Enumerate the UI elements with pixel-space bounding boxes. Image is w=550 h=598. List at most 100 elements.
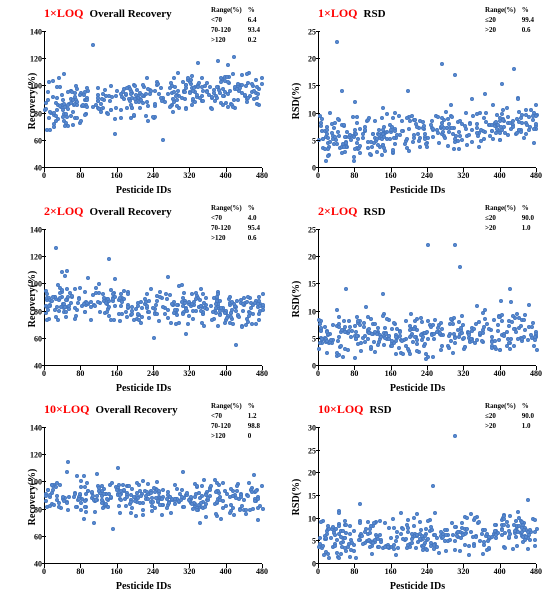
data-point [472,544,476,548]
data-point [405,523,409,527]
data-point [102,492,106,496]
data-point [458,549,462,553]
y-tick [316,85,320,86]
data-point [393,142,397,146]
data-point [344,141,348,145]
data-point [481,311,485,315]
data-point [236,98,240,102]
data-point [198,496,202,500]
data-point [401,527,405,531]
range-cell: 4.0 [246,214,262,222]
data-point [73,287,77,291]
data-point [50,299,54,303]
data-point [360,534,364,538]
data-point [406,89,410,93]
data-point [60,270,64,274]
data-point [118,511,122,515]
data-point [451,322,455,326]
data-point [146,119,150,123]
data-point [97,291,101,295]
data-point [253,301,257,305]
y-tick [316,518,320,519]
data-point [392,321,396,325]
data-point [412,327,416,331]
data-point [212,91,216,95]
data-point [450,126,454,130]
data-point [533,335,537,339]
data-point [376,326,380,330]
data-point [158,503,162,507]
data-point [191,309,195,313]
y-tick [42,311,46,312]
data-point [376,143,380,147]
data-point [257,318,261,322]
y-tick-label: 80 [28,109,42,118]
y-tick-label: 25 [302,226,316,235]
x-tick-label: 240 [147,369,159,378]
data-point [231,506,235,510]
data-point [382,343,386,347]
data-point [460,521,464,525]
y-tick-label: 10 [302,307,316,316]
data-point [501,108,505,112]
y-tick-label: 5 [302,537,316,546]
data-point [217,483,221,487]
data-point [83,290,87,294]
data-point [73,306,77,310]
data-point [485,532,489,536]
data-point [502,517,506,521]
data-point [154,303,158,307]
data-point [125,106,129,110]
data-point [184,332,188,336]
data-point [231,72,235,76]
data-point [134,93,138,97]
data-point [426,319,430,323]
data-point [171,97,175,101]
data-point [254,489,258,493]
x-tick-label: 0 [316,171,320,180]
data-point [128,87,132,91]
data-point [485,548,489,552]
data-point [177,284,181,288]
data-point [219,517,223,521]
data-point [47,80,51,84]
data-point [81,103,85,107]
data-point [482,137,486,141]
data-point [438,331,442,335]
data-point [393,111,397,115]
data-point [106,505,110,509]
x-tick-label: 80 [76,171,84,180]
data-point [44,101,48,105]
data-point [336,117,340,121]
data-point [458,265,462,269]
data-point [458,134,462,138]
y-tick [316,427,320,428]
data-point [46,90,50,94]
data-point [475,131,479,135]
data-point [453,434,457,438]
data-point [100,97,104,101]
chart-panel: 1×LOQOverall RecoveryRange(%)%<706.470-1… [6,4,270,198]
data-point [400,119,404,123]
data-point [85,98,89,102]
data-point [534,114,538,118]
y-tick-label: 30 [302,424,316,433]
data-point [66,107,70,111]
metric-label: Overall Recovery [96,404,178,416]
data-point [325,351,329,355]
data-point [340,89,344,93]
y-tick [316,495,320,496]
y-tick [42,85,46,86]
data-point [433,318,437,322]
data-point [153,490,157,494]
data-point [90,490,94,494]
data-point [535,527,539,531]
data-point [496,323,500,327]
data-point [452,147,456,151]
data-point [79,119,83,123]
data-point [456,139,460,143]
data-point [168,105,172,109]
data-point [140,93,144,97]
data-point [433,511,437,515]
data-point [218,313,222,317]
